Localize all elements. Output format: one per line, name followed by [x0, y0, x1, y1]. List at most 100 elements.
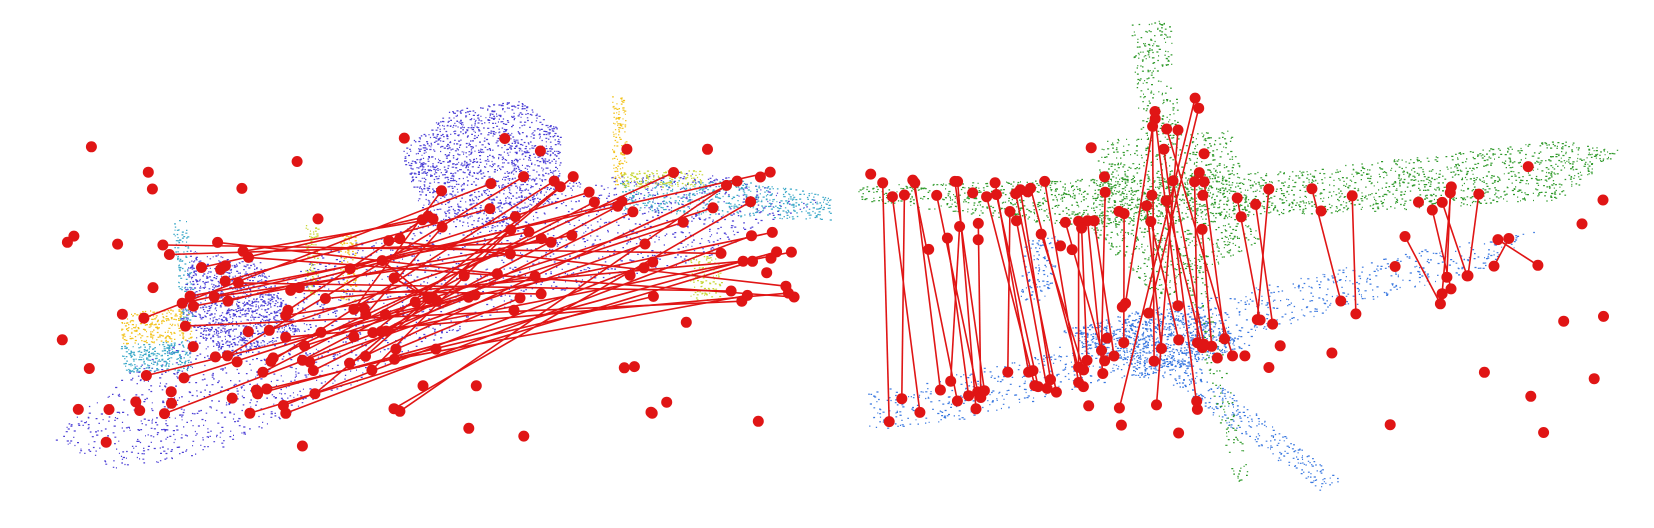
- right-keypoint: [1198, 176, 1210, 188]
- left-keypoint: [647, 290, 659, 302]
- left-keypoint: [514, 292, 526, 304]
- right-keypoint: [1004, 206, 1016, 217]
- right-match-line: [1093, 220, 1115, 357]
- left-keypoint: [612, 200, 624, 212]
- left-keypoint: [766, 226, 778, 238]
- left-keypoint: [624, 269, 636, 281]
- right-keypoint: [1085, 142, 1097, 154]
- right-match-line: [977, 223, 982, 398]
- right-match-line: [1150, 221, 1180, 341]
- right-keypoint: [1151, 399, 1162, 411]
- left-keypoint: [231, 356, 243, 368]
- left-match-line: [388, 239, 786, 287]
- right-match-line: [946, 237, 970, 396]
- right-green-center: [1091, 130, 1260, 299]
- right-keypoint: [1350, 308, 1362, 320]
- left-keypoint: [761, 267, 773, 279]
- left-keypoint: [85, 141, 97, 153]
- left-keypoint: [348, 331, 360, 343]
- left-keypoint: [491, 268, 503, 280]
- left-pole-4: [612, 96, 628, 186]
- left-keypoint: [140, 370, 152, 381]
- right-keypoint: [1158, 143, 1170, 155]
- right-keypoint: [883, 416, 895, 428]
- left-match-line: [182, 171, 771, 305]
- right-keypoint: [1315, 205, 1327, 217]
- right-match-line: [1446, 192, 1452, 278]
- right-keypoint: [1597, 194, 1609, 206]
- left-match-line: [283, 261, 654, 407]
- right-match-line: [1148, 108, 1200, 314]
- right-keypoint: [1335, 295, 1347, 307]
- right-keypoint: [1267, 318, 1279, 330]
- left-keypoint: [72, 403, 84, 415]
- right-keypoint: [1488, 260, 1500, 272]
- right-keypoint: [923, 243, 935, 255]
- left-keypoint: [647, 256, 659, 268]
- left-keypoint: [383, 235, 395, 247]
- left-keypoint: [785, 246, 797, 258]
- left-match-line: [365, 226, 443, 316]
- right-keypoint: [1198, 338, 1210, 350]
- right-match-line: [1165, 200, 1204, 348]
- left-keypoint: [737, 255, 749, 267]
- left-keypoint: [344, 357, 356, 369]
- left-keypoint: [348, 303, 360, 315]
- left-keypoint: [159, 408, 170, 420]
- right-keypoint: [1099, 355, 1111, 367]
- right-keypoint: [1039, 175, 1051, 187]
- right-keypoint: [886, 191, 898, 203]
- left-keypoint: [293, 282, 305, 294]
- left-match-line: [394, 294, 748, 360]
- right-keypoint: [1399, 231, 1411, 242]
- right-match-line: [954, 181, 986, 391]
- right-keypoint: [1011, 215, 1022, 227]
- left-pole-1: [173, 220, 195, 321]
- right-blue-pole: [1020, 236, 1059, 301]
- left-keypoint: [142, 166, 154, 178]
- right-keypoint: [1525, 390, 1537, 402]
- left-keypoint: [427, 213, 439, 225]
- right-keypoint: [1413, 196, 1424, 208]
- right-keypoint: [1346, 190, 1358, 202]
- right-keypoint: [1492, 234, 1504, 246]
- right-keypoint: [1426, 204, 1438, 216]
- right-match-line: [1151, 126, 1155, 362]
- right-blue-center: [1063, 301, 1251, 379]
- left-keypoint: [236, 182, 248, 194]
- left-match-line: [285, 234, 752, 415]
- left-keypoint: [409, 296, 421, 308]
- left-keypoint: [280, 331, 292, 343]
- right-match-line: [1172, 180, 1205, 345]
- left-keypoint: [215, 264, 227, 275]
- right-match-line: [1497, 238, 1539, 266]
- left-match-line: [249, 260, 753, 414]
- right-keypoint: [1041, 382, 1053, 394]
- right-keypoint: [963, 390, 975, 402]
- right-keypoint: [970, 403, 982, 415]
- right-keypoint: [1083, 400, 1095, 412]
- left-keypoint: [677, 216, 689, 228]
- left-match-line: [164, 294, 476, 415]
- left-keypoint: [226, 392, 238, 404]
- left-keypoint: [367, 327, 379, 339]
- right-keypoint: [1010, 188, 1022, 200]
- left-keypoint: [621, 143, 633, 155]
- left-keypoints: [56, 132, 800, 452]
- left-match-line: [224, 207, 491, 282]
- right-keypoint: [990, 189, 1002, 200]
- right-keypoint: [1436, 288, 1448, 300]
- left-keypoint: [130, 396, 142, 408]
- left-keypoint: [179, 320, 191, 332]
- left-match-line: [349, 180, 738, 364]
- right-keypoint: [934, 384, 946, 396]
- left-keypoint: [485, 178, 497, 190]
- right-match-line: [1100, 192, 1106, 351]
- left-keypoint: [250, 384, 262, 396]
- right-keypoint: [931, 189, 943, 201]
- right-match-line: [1015, 220, 1048, 389]
- left-keypoint: [458, 270, 470, 282]
- left-keypoint: [299, 340, 310, 352]
- right-keypoint: [1254, 314, 1266, 326]
